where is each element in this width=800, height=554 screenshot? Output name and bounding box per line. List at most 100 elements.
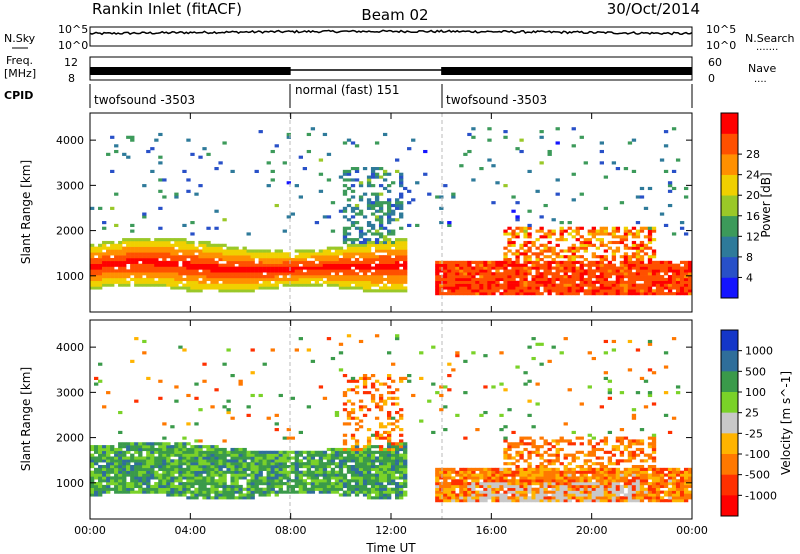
heatmap-cell — [366, 442, 372, 446]
heatmap-cell — [206, 275, 211, 279]
heatmap-cell — [90, 263, 95, 267]
heatmap-cell — [587, 476, 592, 480]
heatmap-cell — [447, 496, 452, 500]
heatmap-cell — [559, 232, 564, 236]
heatmap-cell — [447, 467, 452, 471]
heatmap-cell — [234, 496, 239, 500]
heatmap-cell — [391, 249, 396, 253]
heatmap-cell — [523, 272, 528, 276]
heatmap-cell — [154, 283, 159, 287]
heatmap-cell — [523, 266, 528, 270]
heatmap-cell — [639, 263, 645, 267]
heatmap-cell — [515, 252, 520, 256]
heatmap-cell — [627, 467, 633, 471]
heatmap-cell — [583, 484, 588, 489]
heatmap-cell — [615, 240, 621, 245]
heatmap-cell — [555, 255, 560, 259]
heatmap-cell — [322, 473, 328, 477]
heatmap-cell — [246, 464, 251, 469]
heatmap-cell — [238, 269, 243, 273]
heatmap-cell — [382, 470, 388, 474]
heatmap-cell — [571, 430, 576, 435]
heatmap-cell — [350, 376, 356, 380]
heatmap-cell — [194, 255, 199, 259]
heatmap-cell — [314, 277, 320, 282]
heatmap-cell — [170, 453, 175, 457]
heatmap-cell — [507, 408, 512, 412]
heatmap-cell — [290, 396, 295, 400]
heatmap-cell — [270, 255, 275, 259]
heatmap-cell — [278, 277, 283, 282]
heatmap-cell — [635, 447, 641, 452]
heatmap-cell — [186, 422, 191, 426]
heatmap-cell — [162, 462, 167, 466]
heatmap-cell — [395, 490, 400, 494]
heatmap-cell — [146, 275, 151, 279]
heatmap-cell — [218, 243, 223, 247]
heatmap-cell — [370, 272, 376, 276]
heatmap-cell — [146, 473, 151, 477]
heatmap-cell — [503, 476, 508, 480]
heatmap-cell — [623, 263, 629, 267]
heatmap-cell — [391, 257, 396, 262]
heatmap-cell — [403, 280, 408, 284]
heatmap-cell — [90, 286, 95, 290]
heatmap-cell — [234, 255, 239, 259]
heatmap-cell — [318, 473, 324, 477]
heatmap-cell — [142, 243, 147, 247]
heatmap-cell — [443, 487, 448, 491]
heatmap-cell — [346, 482, 352, 486]
heatmap-cell — [471, 476, 476, 480]
heatmap-cell — [595, 260, 600, 264]
heatmap-cell — [90, 249, 95, 253]
heatmap-cell — [134, 238, 139, 242]
heatmap-cell — [358, 240, 364, 245]
heatmap-cell — [567, 493, 572, 497]
heatmap-cell — [595, 456, 600, 460]
heatmap-cell — [118, 490, 123, 494]
heatmap-cell — [298, 277, 303, 282]
heatmap-cell — [314, 283, 320, 287]
heatmap-cell — [655, 283, 661, 287]
power-x-tick-marks — [89, 113, 693, 312]
heatmap-cell — [254, 484, 259, 489]
heatmap-cell — [595, 229, 600, 233]
heatmap-cell — [443, 272, 448, 276]
heatmap-cell — [270, 479, 275, 483]
heatmap-cell — [519, 479, 524, 483]
heatmap-cell — [587, 266, 592, 270]
heatmap-cell — [635, 235, 641, 239]
heatmap-cell — [439, 496, 444, 500]
heatmap-cell — [467, 292, 472, 296]
heatmap-cell — [202, 252, 207, 256]
heatmap-cell — [587, 283, 592, 287]
heatmap-cell — [591, 226, 596, 230]
heatmap-cell — [555, 275, 560, 279]
heatmap-cell — [194, 470, 199, 474]
heatmap-cell — [346, 334, 352, 338]
heatmap-cell — [182, 243, 187, 247]
heatmap-cell — [106, 257, 111, 262]
heatmap-cell — [154, 484, 159, 489]
heatmap-cell — [210, 249, 215, 253]
heatmap-cell — [511, 232, 516, 236]
power-colorbar-label: Power [dB] — [759, 172, 773, 237]
heatmap-cell — [370, 462, 376, 466]
heatmap-cell — [310, 462, 316, 466]
heatmap-cell — [378, 246, 384, 250]
heatmap-cell — [631, 456, 637, 460]
heatmap-cell — [354, 462, 360, 466]
heatmap-cell — [563, 238, 568, 242]
heatmap-cell — [258, 283, 263, 287]
heatmap-cell — [378, 257, 384, 262]
heatmap-cell — [118, 246, 123, 250]
heatmap-cell — [174, 195, 179, 199]
heatmap-cell — [138, 476, 143, 480]
heatmap-cell — [146, 467, 151, 471]
heatmap-cell — [615, 462, 621, 466]
heatmap-cell — [382, 266, 388, 270]
heatmap-cell — [403, 456, 408, 460]
heatmap-cell — [258, 473, 263, 477]
heatmap-cell — [539, 257, 544, 262]
heatmap-cell — [523, 292, 528, 296]
